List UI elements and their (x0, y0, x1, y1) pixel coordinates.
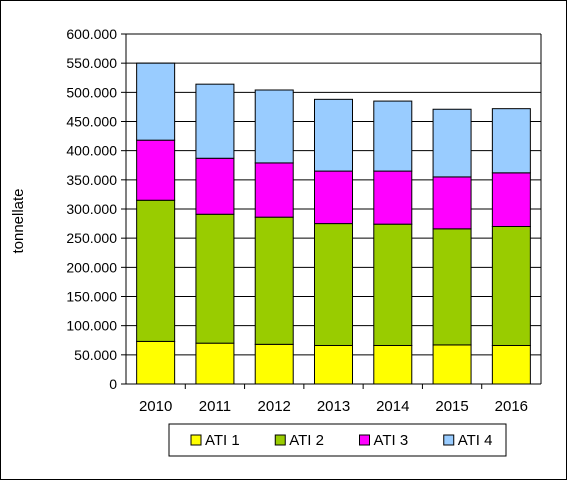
y-tick-label: 100.000 (66, 318, 117, 334)
bar-ati-4-2013 (314, 98, 353, 172)
bar-ati-3-2013 (314, 170, 353, 225)
legend-swatch (443, 434, 455, 446)
legend-item-ati-3: ATI 3 (359, 432, 409, 449)
y-tick-label: 350.000 (66, 172, 117, 188)
y-tick-label: 450.000 (66, 114, 117, 130)
x-tick-label: 2016 (495, 398, 528, 415)
bar-ati-4-2012 (254, 89, 294, 164)
bar-ati-2-2013 (314, 223, 353, 346)
legend-label: ATI 4 (458, 432, 493, 449)
legend-item-ati-1: ATI 1 (190, 432, 240, 449)
bar-ati-3-2011 (195, 157, 235, 215)
legend-item-ati-4: ATI 4 (443, 432, 493, 449)
y-tick-label: 0 (109, 376, 117, 392)
x-tick-label: 2011 (199, 398, 231, 415)
legend-label: ATI 2 (289, 432, 324, 449)
bar-ati-2-2015 (432, 228, 472, 346)
x-tick-label: 2013 (317, 398, 350, 415)
bar-ati-1-2014 (373, 345, 413, 385)
bar-ati-1-2016 (491, 345, 531, 385)
legend-item-ati-2: ATI 2 (274, 432, 324, 449)
bar-ati-3-2010 (136, 139, 176, 201)
bar-ati-4-2014 (373, 100, 413, 172)
bar-ati-3-2016 (491, 172, 531, 227)
x-tick-labels: 2010 2011 2012 2013 2014 2015 2016 (139, 398, 528, 415)
y-tick-label: 250.000 (66, 230, 117, 246)
y-tick-label: 150.000 (66, 289, 117, 305)
legend: ATI 1 ATI 2 ATI 3 ATI 4 (168, 423, 507, 457)
bar-ati-2-2011 (195, 213, 235, 344)
bar-ati-3-2014 (373, 170, 413, 225)
y-tick-label: 50.000 (74, 347, 117, 363)
x-tick-label: 2015 (435, 398, 468, 415)
bar-ati-1-2012 (254, 343, 294, 385)
bar-ati-2-2016 (491, 226, 531, 346)
x-tick-label: 2012 (258, 398, 291, 415)
bar-ati-4-2015 (432, 108, 472, 178)
bar-ati-1-2015 (432, 344, 472, 385)
y-tick-label: 500.000 (66, 84, 117, 100)
x-tick-label: 2014 (376, 398, 409, 415)
legend-swatch (359, 434, 370, 446)
y-axis-label: tonnellate (10, 188, 27, 253)
bar-ati-1-2013 (314, 345, 353, 385)
y-tick-labels: 0 50.000 100.000 150.000 200.000 250.000 300.0… (66, 26, 117, 392)
bar-ati-4-2010 (136, 62, 176, 141)
legend-label: ATI 1 (205, 432, 240, 449)
bar-ati-1-2011 (195, 342, 235, 385)
y-tick-label: 600.000 (66, 26, 117, 42)
legend-swatch (274, 434, 286, 446)
legend-swatch (190, 434, 202, 446)
bar-ati-4-2016 (491, 108, 531, 174)
bars (136, 62, 531, 385)
x-tick-label: 2010 (139, 398, 172, 415)
y-tick-label: 200.000 (66, 259, 117, 275)
axes (121, 33, 542, 389)
y-tick-label: 400.000 (66, 143, 117, 159)
bar-ati-3-2015 (432, 176, 472, 230)
bar-ati-2-2014 (373, 223, 413, 347)
bar-ati-2-2012 (254, 216, 294, 345)
legend-label: ATI 3 (374, 432, 409, 449)
bar-ati-2-2010 (136, 199, 176, 342)
y-tick-label: 300.000 (66, 201, 117, 217)
bar-ati-1-2010 (136, 340, 176, 385)
y-tick-label: 550.000 (66, 55, 117, 71)
bar-ati-3-2012 (254, 162, 294, 218)
bar-ati-4-2011 (195, 83, 235, 159)
